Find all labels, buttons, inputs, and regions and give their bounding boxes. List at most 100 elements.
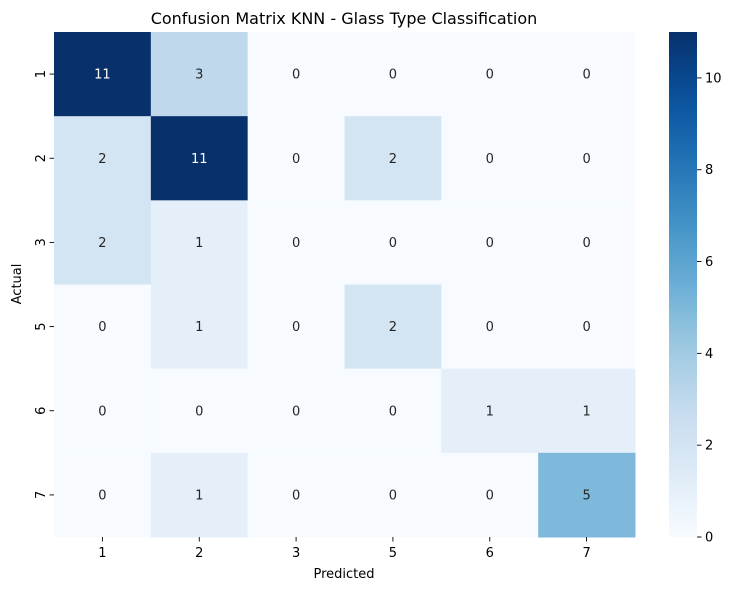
y-axis: 1 2 3 5 6 7 [34,70,54,499]
heatmap-cell-2-7 [538,116,636,201]
y-tick-label: 5 [34,322,49,330]
heatmap-cell-2-3 [247,116,345,201]
colorbar-tick-label: 6 [705,255,713,270]
heatmap-cell-5-1 [54,284,152,370]
x-tick-label: 1 [98,546,106,561]
cell-annotation: 0 [389,68,397,83]
heatmap-cell-3-5 [344,200,442,285]
cell-annotation: 0 [98,404,106,419]
x-tick-label: 6 [486,546,494,561]
colorbar-tick-label: 8 [705,163,713,178]
heatmap-cell-7-1 [54,452,152,538]
cell-annotation: 0 [292,68,300,83]
y-tick-label: 3 [34,238,49,246]
cell-annotation: 0 [195,404,203,419]
heatmap-cell-6-2 [150,368,249,454]
heatmap-cell-5-2 [150,284,249,370]
heatmap-cells [54,32,636,538]
cell-annotation: 0 [486,488,494,503]
cell-annotation: 0 [582,68,590,83]
heatmap-cell-5-3 [247,284,345,370]
cell-annotation: 1 [486,404,494,419]
y-tick-label: 7 [34,491,49,499]
cell-annotation: 2 [98,152,106,167]
cell-annotations: 11 3 0 0 0 02 11 0 2 0 02 1 0 0 0 00 1 0 2 0 00 0 0 0 1 10 1 0 0 0 5 [94,68,591,504]
heatmap-cell-2-5 [344,116,442,201]
colorbar-tick-label: 2 [705,439,713,454]
heatmap-cell-1-5 [344,32,442,117]
cell-annotation: 0 [292,152,300,167]
cell-annotation: 1 [195,488,203,503]
colorbar: 0 2 4 6 8 10 [669,32,722,546]
heatmap-cell-3-3 [247,200,345,285]
cell-annotation: 0 [98,320,106,335]
cell-annotation: 0 [582,236,590,251]
cell-annotation: 1 [582,404,590,419]
heatmap-cell-3-2 [150,200,249,285]
chart-title: Confusion Matrix KNN - Glass Type Classi… [151,9,538,28]
heatmap-cell-3-7 [538,200,636,285]
heatmap-cell-1-3 [247,32,345,117]
heatmap-cell-7-7 [538,452,636,538]
heatmap-cell-6-1 [54,368,152,454]
x-tick-label: 3 [292,546,300,561]
cell-annotation: 0 [486,68,494,83]
colorbar-tick-label: 10 [705,71,722,86]
cell-annotation: 0 [486,152,494,167]
heatmap-cell-1-2 [150,32,249,117]
cell-annotation: 0 [292,236,300,251]
cell-annotation: 0 [582,320,590,335]
heatmap-cell-7-2 [150,452,249,538]
cell-annotation: 2 [98,236,106,251]
heatmap-cell-6-6 [441,368,539,454]
heatmap-cell-6-7 [538,368,636,454]
cell-annotation: 0 [582,152,590,167]
heatmap-cell-1-7 [538,32,636,117]
x-tick-label: 7 [582,546,590,561]
colorbar-gradient [669,32,697,537]
heatmap-cell-5-7 [538,284,636,370]
heatmap-cell-7-3 [247,452,345,538]
heatmap-cell-6-5 [344,368,442,454]
cell-annotation: 3 [195,68,203,83]
heatmap-cell-3-1 [54,200,152,285]
colorbar-tick-label: 4 [705,347,713,362]
cell-annotation: 0 [389,404,397,419]
cell-annotation: 0 [292,320,300,335]
cell-annotation: 2 [389,320,397,335]
colorbar-tick-label: 0 [705,531,713,546]
y-tick-label: 6 [34,407,49,415]
cell-annotation: 0 [486,320,494,335]
cell-annotation: 0 [389,236,397,251]
heatmap-cell-7-5 [344,452,442,538]
heatmap-cell-5-5 [344,284,442,370]
cell-annotation: 0 [98,488,106,503]
cell-annotation: 0 [292,404,300,419]
heatmap-cell-2-6 [441,116,539,201]
heatmap-cell-2-2 [150,116,249,201]
y-tick-label: 1 [34,70,49,78]
cell-annotation: 1 [195,236,203,251]
cell-annotation: 11 [191,152,208,167]
y-axis-label: Actual [10,264,25,305]
heatmap-cell-7-6 [441,452,539,538]
heatmap-cell-6-3 [247,368,345,454]
heatmap-cell-1-6 [441,32,539,117]
cell-annotation: 0 [292,488,300,503]
heatmap-cell-1-1 [54,32,152,117]
heatmap-cell-2-1 [54,116,152,201]
x-axis-label: Predicted [313,567,374,582]
cell-annotation: 11 [94,68,111,83]
cell-annotation: 2 [389,152,397,167]
heatmap-cell-3-6 [441,200,539,285]
x-tick-label: 5 [389,546,397,561]
cell-annotation: 1 [195,320,203,335]
x-tick-label: 2 [195,546,203,561]
cell-annotation: 0 [486,236,494,251]
x-axis: 1 2 3 5 6 7 [98,537,591,561]
heatmap-cell-5-6 [441,284,539,370]
cell-annotation: 5 [582,488,590,503]
cell-annotation: 0 [389,488,397,503]
